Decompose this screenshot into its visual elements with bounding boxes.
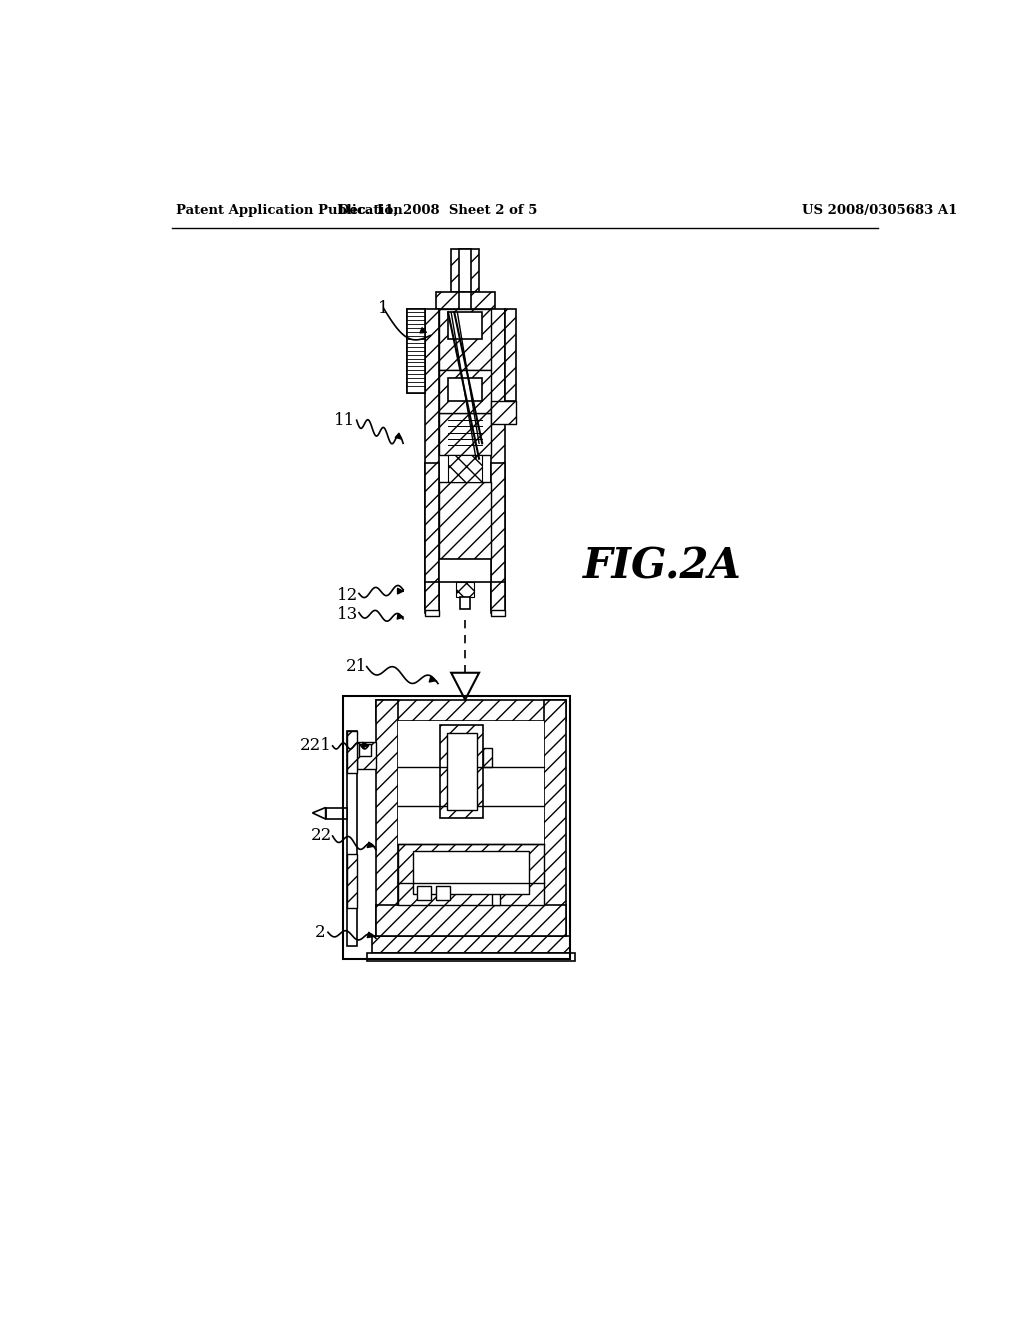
Text: 12: 12 <box>337 587 358 605</box>
Text: 2: 2 <box>315 924 326 941</box>
Bar <box>346 730 356 946</box>
Bar <box>417 886 431 900</box>
Bar <box>544 700 566 936</box>
Bar <box>376 906 566 936</box>
Bar <box>326 808 346 818</box>
Bar <box>438 482 492 558</box>
Bar <box>425 610 438 615</box>
Bar <box>359 744 371 756</box>
Bar <box>438 558 492 582</box>
Text: FIG.2A: FIG.2A <box>584 545 742 587</box>
Bar <box>346 854 356 908</box>
Bar <box>449 378 482 401</box>
Bar <box>397 721 544 906</box>
Bar <box>459 249 471 292</box>
Bar <box>407 309 425 393</box>
Text: 11: 11 <box>335 412 355 429</box>
Bar <box>376 700 566 721</box>
Bar <box>492 610 506 615</box>
Bar <box>372 936 569 953</box>
Bar <box>492 582 506 612</box>
Bar <box>346 730 356 774</box>
Bar <box>414 851 528 894</box>
Bar <box>456 582 474 597</box>
Bar <box>425 462 438 609</box>
Bar <box>461 597 470 609</box>
Text: US 2008/0305683 A1: US 2008/0305683 A1 <box>802 205 957 218</box>
Bar <box>438 309 492 370</box>
Text: Dec. 11, 2008  Sheet 2 of 5: Dec. 11, 2008 Sheet 2 of 5 <box>338 205 538 218</box>
Text: 221: 221 <box>300 738 332 755</box>
Bar <box>425 309 438 609</box>
Bar <box>425 582 438 612</box>
Bar <box>407 309 425 393</box>
Bar <box>435 292 495 309</box>
Bar <box>438 370 492 413</box>
Bar <box>367 953 575 961</box>
Bar <box>493 874 500 906</box>
Bar <box>397 843 544 906</box>
Bar <box>483 748 493 767</box>
Bar <box>446 733 477 810</box>
Bar <box>343 696 569 960</box>
Bar <box>438 412 492 455</box>
Polygon shape <box>312 808 326 818</box>
Bar <box>376 700 397 936</box>
Bar <box>449 313 482 339</box>
Bar <box>459 292 471 309</box>
Bar <box>449 455 482 482</box>
Bar <box>492 309 506 609</box>
Bar <box>492 401 516 424</box>
Bar <box>506 309 516 401</box>
Text: Patent Application Publication: Patent Application Publication <box>176 205 402 218</box>
Polygon shape <box>452 673 479 700</box>
Text: 21: 21 <box>346 659 368 675</box>
Text: 1: 1 <box>379 300 389 317</box>
Bar <box>492 462 506 609</box>
Bar <box>436 886 451 900</box>
Bar <box>356 742 376 770</box>
Bar <box>440 725 483 817</box>
Bar <box>452 249 479 292</box>
Text: 13: 13 <box>337 606 358 623</box>
Text: 22: 22 <box>311 828 333 845</box>
